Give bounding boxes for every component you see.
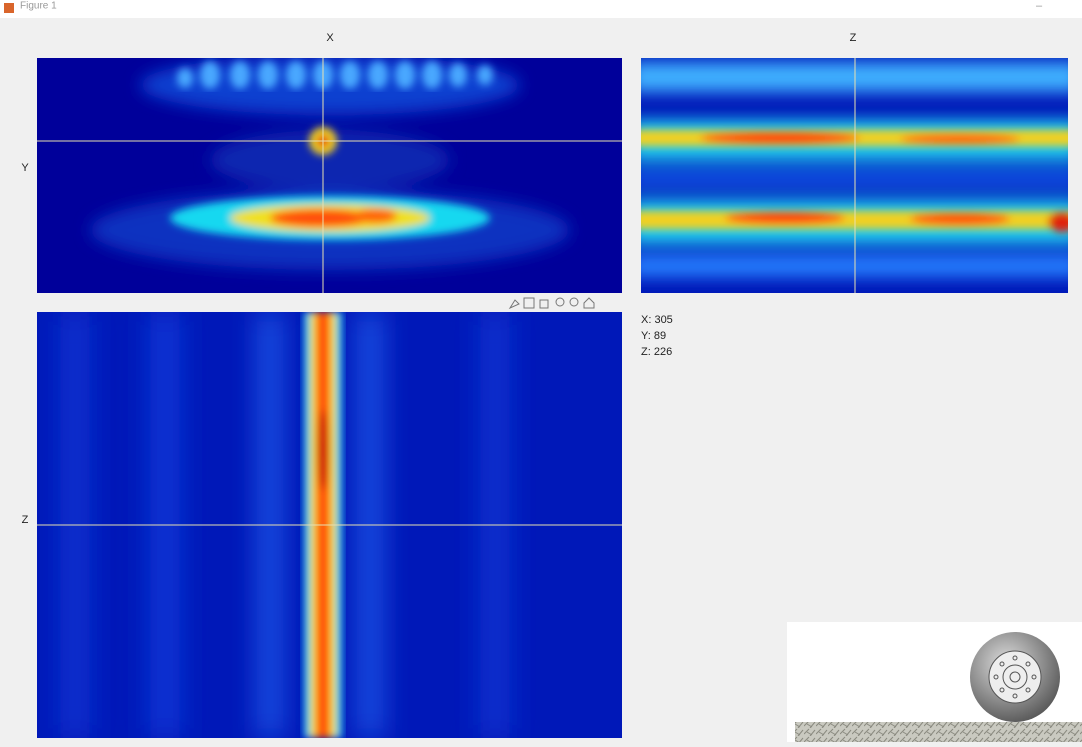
- title-bar: [0, 0, 1082, 18]
- window-title: Figure 1: [20, 1, 57, 12]
- zoom-out-tool[interactable]: [569, 297, 579, 307]
- zoom-in-tool[interactable]: [555, 297, 565, 307]
- readout-z: Z: 226: [641, 346, 672, 358]
- heatmap-xy: [37, 58, 622, 293]
- home-tool[interactable]: [583, 297, 595, 309]
- heatmap-zy: [641, 58, 1068, 293]
- y-label: Z: [22, 514, 29, 526]
- minimize-button[interactable]: –: [1036, 0, 1043, 12]
- app-icon: [4, 3, 14, 13]
- x-label: Z: [850, 32, 857, 44]
- axes-toolbar: [508, 297, 595, 310]
- x-label: X: [326, 32, 334, 44]
- readout-x: X: 305: [641, 314, 673, 326]
- datatip-tool[interactable]: [523, 297, 535, 309]
- pan-tool[interactable]: [539, 299, 549, 309]
- readout-y: Y: 89: [641, 330, 666, 342]
- y-label: Y: [21, 162, 29, 174]
- brush-tool[interactable]: [508, 299, 520, 310]
- inset-illustration: [787, 622, 1082, 742]
- heatmap-xz: [37, 312, 622, 738]
